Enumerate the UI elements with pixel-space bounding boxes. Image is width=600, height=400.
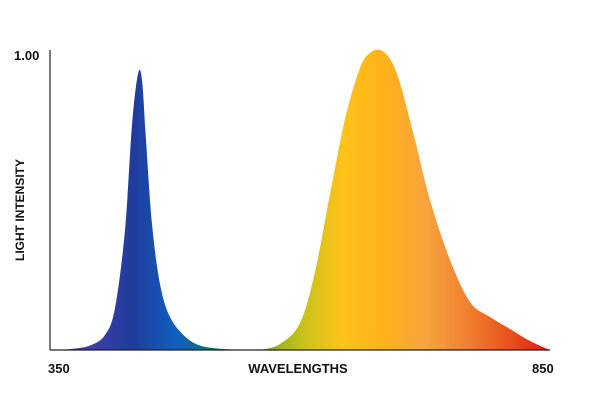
spectrum-areas (50, 49, 550, 350)
spectrum-peak-area-1 (50, 69, 260, 350)
x-tick-label-end: 850 (532, 361, 554, 376)
y-tick-label-top: 1.00 (14, 48, 39, 63)
x-tick-label-start: 350 (48, 361, 70, 376)
spectrum-peak-area-2 (260, 49, 550, 350)
x-axis-label: WAVELENGTHS (248, 361, 348, 376)
y-axis-label: LIGHT INTENSITY (13, 159, 27, 261)
